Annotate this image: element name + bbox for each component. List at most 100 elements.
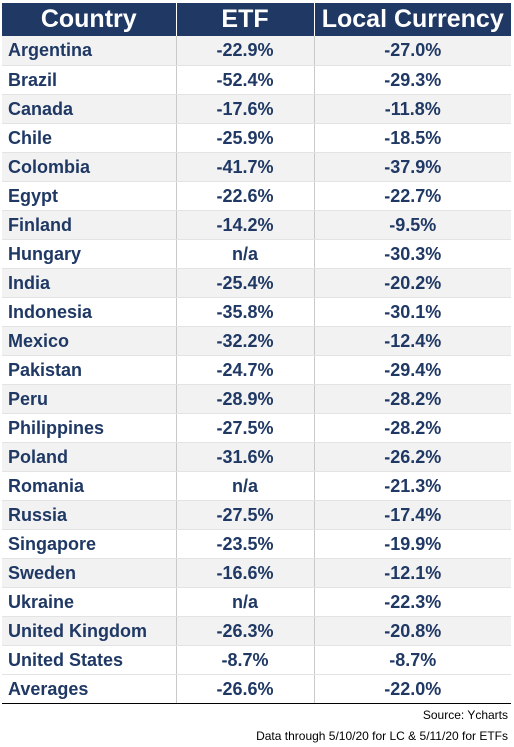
etf-return-cell: n/a — [176, 471, 315, 501]
etf-return-cell: -24.7% — [176, 355, 315, 385]
local-currency-return-cell: -8.7% — [314, 645, 511, 675]
local-currency-return-cell: -20.2% — [314, 268, 511, 298]
etf-return-cell: -17.6% — [176, 94, 315, 124]
table-row: Mexico -32.2% -12.4% — [2, 326, 511, 356]
country-cell: Colombia — [2, 152, 177, 182]
local-currency-return-cell: -18.5% — [314, 123, 511, 153]
country-cell: Pakistan — [2, 355, 177, 385]
local-currency-return-cell: -29.3% — [314, 65, 511, 95]
averages-local-currency-cell: -22.0% — [314, 673, 511, 704]
country-cell: Ukraine — [2, 587, 177, 617]
etf-return-cell: -8.7% — [176, 645, 315, 675]
country-cell: Indonesia — [2, 297, 177, 327]
etf-return-cell: -28.9% — [176, 384, 315, 414]
table-row: Hungary n/a -30.3% — [2, 239, 511, 269]
table-row: Chile -25.9% -18.5% — [2, 123, 511, 153]
etf-return-cell: -14.2% — [176, 210, 315, 240]
etf-return-cell: -26.3% — [176, 616, 315, 646]
header-local-currency: Local Currency — [321, 5, 504, 33]
etf-return-cell: -22.6% — [176, 181, 315, 211]
table-row: Singapore -23.5% -19.9% — [2, 529, 511, 559]
country-cell: Mexico — [2, 326, 177, 356]
table-row: Egypt -22.6% -22.7% — [2, 181, 511, 211]
etf-return-cell: -23.5% — [176, 529, 315, 559]
header-country: Country — [2, 3, 177, 36]
table-row: Peru -28.9% -28.2% — [2, 384, 511, 414]
etf-return-cell: n/a — [176, 587, 315, 617]
table-row: Canada -17.6% -11.8% — [2, 94, 511, 124]
table-body: Argentina -22.9% -27.0% Brazil -52.4% -29.3% C… — [2, 36, 511, 704]
header-row: Country ETF Local Currency — [2, 3, 511, 36]
etf-return-cell: -27.5% — [176, 413, 315, 443]
table-row: Russia -27.5% -17.4% — [2, 500, 511, 530]
country-cell: Finland — [2, 210, 177, 240]
averages-etf-cell: -26.6% — [176, 673, 315, 704]
local-currency-return-cell: -30.1% — [314, 297, 511, 327]
averages-label: Averages — [2, 673, 177, 704]
local-currency-return-cell: -28.2% — [314, 384, 511, 414]
etf-return-cell: -35.8% — [176, 297, 315, 327]
country-cell: Canada — [2, 94, 177, 124]
table-row: Indonesia -35.8% -30.1% — [2, 297, 511, 327]
local-currency-return-cell: -9.5% — [314, 210, 511, 240]
etf-return-cell: -22.9% — [176, 36, 315, 66]
etf-return-cell: -27.5% — [176, 500, 315, 530]
country-cell: Singapore — [2, 529, 177, 559]
local-currency-return-cell: -28.2% — [314, 413, 511, 443]
local-currency-return-cell: -17.4% — [314, 500, 511, 530]
etf-return-cell: -31.6% — [176, 442, 315, 472]
local-currency-return-cell: -29.4% — [314, 355, 511, 385]
country-cell: Brazil — [2, 65, 177, 95]
table-row: Romania n/a -21.3% — [2, 471, 511, 501]
local-currency-return-cell: -30.3% — [314, 239, 511, 269]
table-row: Pakistan -24.7% -29.4% — [2, 355, 511, 385]
etf-return-cell: -25.9% — [176, 123, 315, 153]
local-currency-return-cell: -11.8% — [314, 94, 511, 124]
table-row: Sweden -16.6% -12.1% — [2, 558, 511, 588]
country-cell: Russia — [2, 500, 177, 530]
local-currency-return-cell: -21.3% — [314, 471, 511, 501]
country-cell: Egypt — [2, 181, 177, 211]
country-cell: United Kingdom — [2, 616, 177, 646]
local-currency-return-cell: -27.0% — [314, 36, 511, 66]
etf-return-cell: n/a — [176, 239, 315, 269]
local-currency-return-cell: -19.9% — [314, 529, 511, 559]
local-currency-return-cell: -20.8% — [314, 616, 511, 646]
etf-return-cell: -16.6% — [176, 558, 315, 588]
country-cell: Chile — [2, 123, 177, 153]
country-cell: Poland — [2, 442, 177, 472]
local-currency-return-cell: -12.1% — [314, 558, 511, 588]
table-row: United States -8.7% -8.7% — [2, 645, 511, 675]
etf-return-cell: -52.4% — [176, 65, 315, 95]
local-currency-return-cell: -22.7% — [314, 181, 511, 211]
country-cell: Philippines — [2, 413, 177, 443]
table-row: India -25.4% -20.2% — [2, 268, 511, 298]
table-row: Finland -14.2% -9.5% — [2, 210, 511, 240]
returns-table: Country ETF Local Currency Argentina -22.… — [2, 3, 511, 704]
country-cell: India — [2, 268, 177, 298]
table-row: United Kingdom -26.3% -20.8% — [2, 616, 511, 646]
table-row: Ukraine n/a -22.3% — [2, 587, 511, 617]
country-cell: Sweden — [2, 558, 177, 588]
header-etf: ETF — [176, 3, 315, 36]
etf-return-cell: -25.4% — [176, 268, 315, 298]
data-date-note: Data through 5/10/20 for LC & 5/11/20 fo… — [256, 729, 508, 743]
source-note: Source: Ycharts — [422, 708, 508, 722]
country-cell: Peru — [2, 384, 177, 414]
local-currency-return-cell: -26.2% — [314, 442, 511, 472]
etf-return-cell: -32.2% — [176, 326, 315, 356]
local-currency-return-cell: -22.3% — [314, 587, 511, 617]
table-row: Poland -31.6% -26.2% — [2, 442, 511, 472]
local-currency-return-cell: -12.4% — [314, 326, 511, 356]
etf-return-cell: -41.7% — [176, 152, 315, 182]
country-cell: Romania — [2, 471, 177, 501]
table-row: Brazil -52.4% -29.3% — [2, 65, 511, 95]
local-currency-return-cell: -37.9% — [314, 152, 511, 182]
table-row: Philippines -27.5% -28.2% — [2, 413, 511, 443]
averages-row: Averages -26.6% -22.0% — [2, 673, 511, 704]
country-cell: United States — [2, 645, 177, 675]
table-header: Country ETF Local Currency — [2, 3, 511, 36]
table-row: Argentina -22.9% -27.0% — [2, 36, 511, 66]
country-cell: Hungary — [2, 239, 177, 269]
